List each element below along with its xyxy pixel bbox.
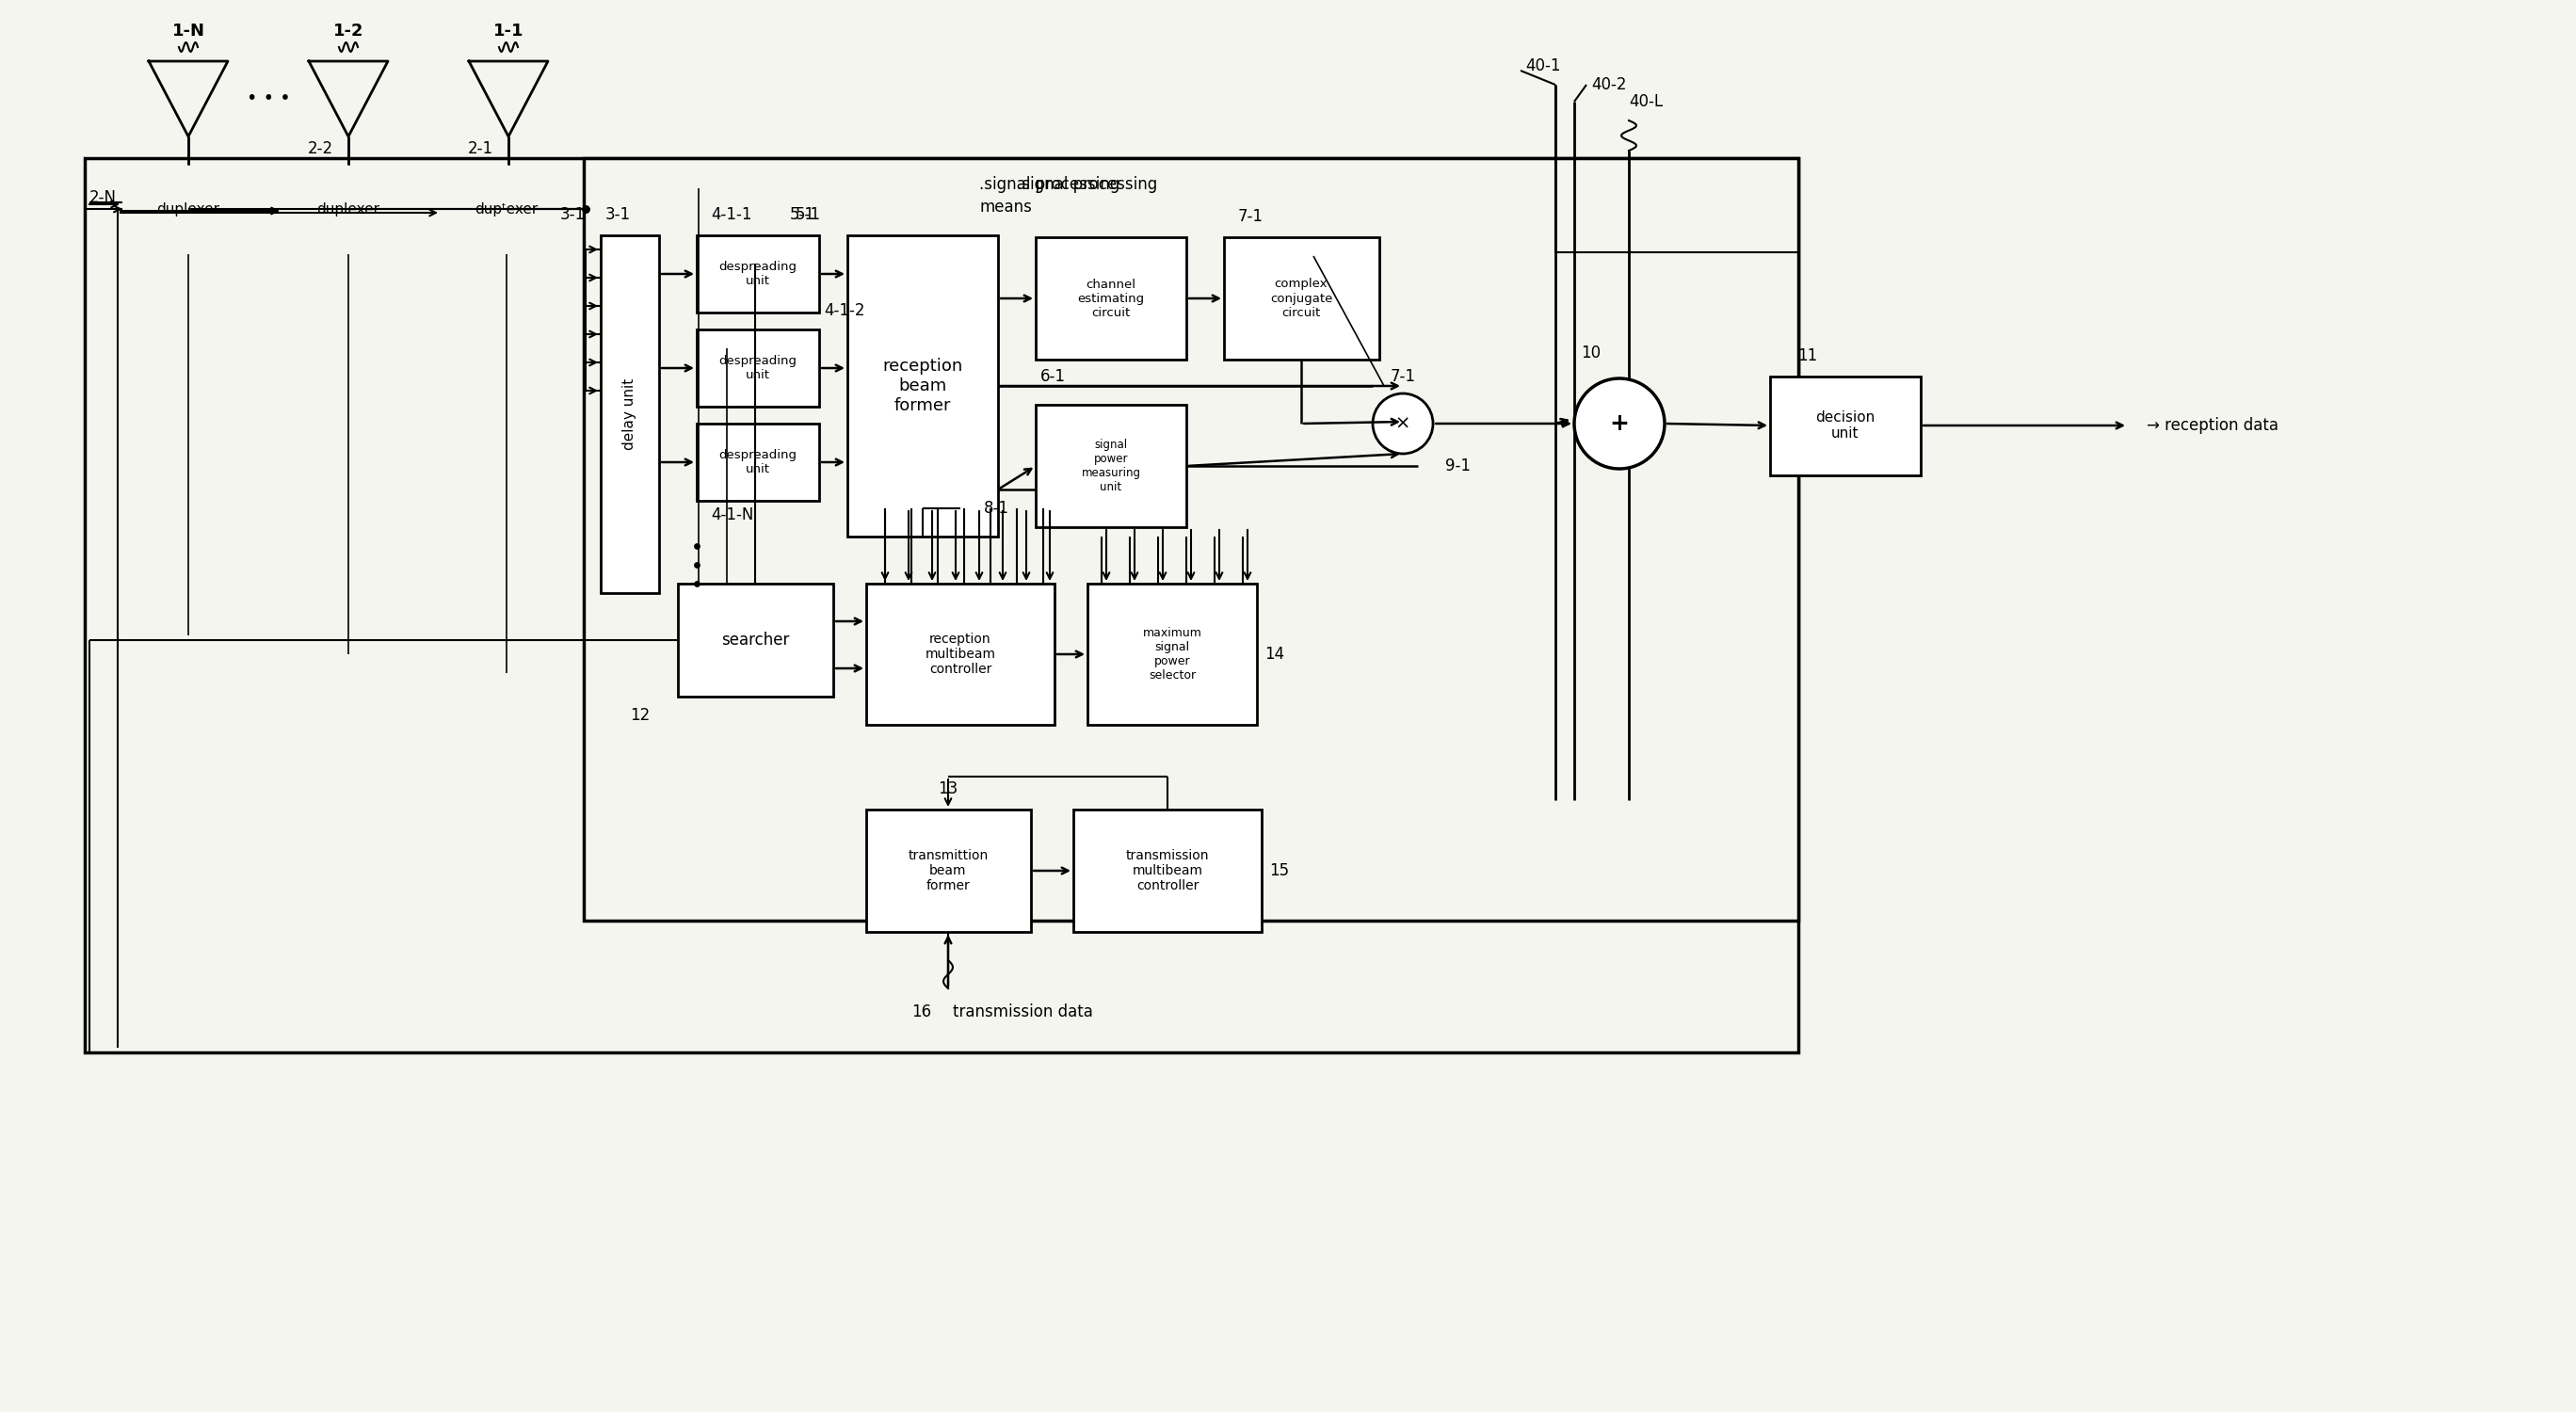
Text: 4-1-N: 4-1-N — [711, 507, 755, 524]
Text: 3-1: 3-1 — [559, 206, 585, 223]
Point — [564, 198, 605, 220]
Bar — [1036, 237, 1188, 360]
Text: 14: 14 — [1265, 645, 1285, 662]
Text: 16: 16 — [912, 1004, 930, 1021]
Text: 5-1: 5-1 — [796, 206, 822, 223]
Text: 15: 15 — [1270, 863, 1288, 880]
Bar — [696, 424, 819, 501]
Text: 2-2: 2-2 — [307, 140, 332, 157]
Text: transmission
multibeam
controller: transmission multibeam controller — [1126, 849, 1208, 892]
Text: transmission data: transmission data — [953, 1004, 1092, 1021]
Text: maximum
signal
power
selector: maximum signal power selector — [1144, 627, 1203, 682]
Text: +: + — [1610, 412, 1628, 435]
Bar — [1036, 405, 1188, 527]
Text: 40-1: 40-1 — [1525, 58, 1561, 75]
Text: 2-N: 2-N — [90, 189, 116, 206]
Text: searcher: searcher — [721, 631, 788, 648]
Text: 40-L: 40-L — [1628, 93, 1664, 110]
Bar — [1074, 809, 1262, 932]
Circle shape — [1373, 394, 1432, 453]
Text: 4-1-2: 4-1-2 — [824, 302, 866, 319]
Bar — [85, 158, 1798, 1052]
Text: 1-N: 1-N — [173, 23, 204, 40]
Text: reception
beam
former: reception beam former — [884, 357, 963, 414]
Text: despreading
unit: despreading unit — [719, 354, 796, 381]
Text: dupᵗexer: dupᵗexer — [474, 202, 538, 216]
Bar — [1770, 377, 1922, 476]
Circle shape — [1574, 378, 1664, 469]
Text: 5-1: 5-1 — [788, 206, 814, 223]
Bar — [866, 809, 1030, 932]
Bar — [866, 583, 1054, 724]
Text: reception
multibeam
controller: reception multibeam controller — [925, 633, 997, 676]
Text: complex
conjugate
circuit: complex conjugate circuit — [1270, 278, 1332, 319]
Text: ×: × — [1396, 415, 1412, 432]
Bar — [848, 236, 997, 537]
Text: 7-1: 7-1 — [1391, 369, 1417, 385]
Text: despreading
unit: despreading unit — [719, 261, 796, 287]
Bar — [1087, 583, 1257, 724]
Text: 12: 12 — [631, 707, 649, 724]
Text: transmittion
beam
former: transmittion beam former — [907, 849, 989, 892]
Point — [564, 198, 605, 220]
Bar — [585, 158, 1798, 921]
Text: signal
power
measuring
unit: signal power measuring unit — [1082, 439, 1141, 493]
Text: duplexer: duplexer — [157, 202, 219, 216]
Text: 6-1: 6-1 — [1041, 369, 1066, 385]
Text: decision
unit: decision unit — [1816, 411, 1875, 441]
Text: 1-2: 1-2 — [332, 23, 363, 40]
Text: 2-1: 2-1 — [466, 140, 492, 157]
Text: duplexer: duplexer — [317, 202, 379, 216]
Text: 13: 13 — [938, 781, 958, 798]
Text: .signal processing: .signal processing — [1018, 176, 1157, 193]
Text: • • •: • • • — [247, 90, 291, 107]
Text: 9-1: 9-1 — [1445, 457, 1471, 474]
Bar — [600, 236, 659, 593]
Text: → reception data: → reception data — [2146, 417, 2280, 433]
Point — [675, 554, 716, 576]
Text: 4-1-1: 4-1-1 — [711, 206, 752, 223]
Bar — [124, 165, 255, 254]
Text: means: means — [979, 199, 1033, 216]
Text: 40-2: 40-2 — [1592, 76, 1625, 93]
Bar — [1224, 237, 1378, 360]
Text: delay unit: delay unit — [623, 378, 636, 450]
Text: 3-1: 3-1 — [605, 206, 631, 223]
Text: 8-1: 8-1 — [984, 500, 1010, 517]
Text: .signal processing: .signal processing — [979, 176, 1121, 193]
Text: despreading
unit: despreading unit — [719, 449, 796, 476]
Point — [675, 535, 716, 558]
Text: 11: 11 — [1798, 347, 1819, 364]
Bar — [283, 165, 415, 254]
Bar — [696, 329, 819, 407]
Text: channel
estimating
circuit: channel estimating circuit — [1077, 278, 1144, 319]
Point — [675, 572, 716, 594]
Point — [564, 198, 605, 220]
Bar — [677, 583, 832, 696]
Text: 7-1: 7-1 — [1239, 208, 1262, 225]
Text: 10: 10 — [1582, 345, 1602, 361]
Bar — [440, 165, 572, 254]
Text: 1-1: 1-1 — [492, 23, 523, 40]
Bar — [696, 236, 819, 312]
